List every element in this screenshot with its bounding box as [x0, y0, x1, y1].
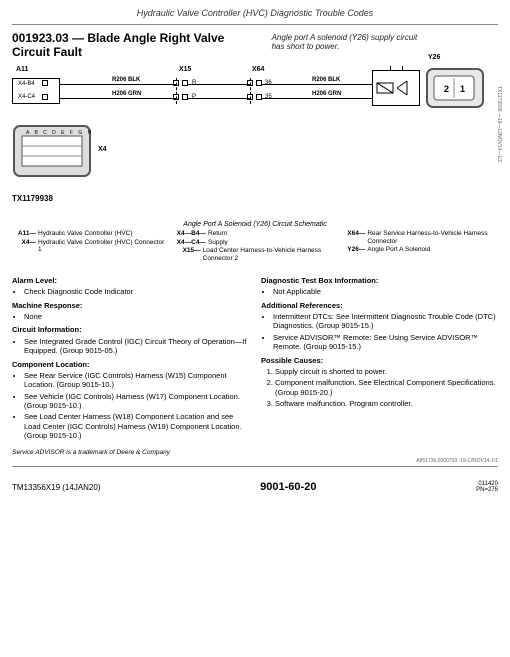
key-col-mid: X4—B4—Return X4—C4—Supply X15—Load Cente…	[177, 230, 334, 264]
list-item: Software malfunction. Program controller…	[275, 399, 498, 408]
svg-text:2: 2	[444, 84, 449, 94]
terminal	[42, 80, 48, 86]
wire	[60, 98, 176, 99]
pin-x4c4: X4-C4	[18, 94, 35, 100]
divider	[12, 466, 498, 467]
alarm-heading: Alarm Level:	[12, 276, 249, 285]
y26-connector-icon: 2 1	[426, 68, 484, 110]
pin-x64-35: 35	[265, 94, 272, 100]
footer: TM13356X19 (14JAN20) 9001-60-20 011420 P…	[12, 477, 498, 494]
label-x64: X64	[252, 66, 264, 73]
tx-number: TX1179938	[12, 194, 53, 203]
wire-label: R206 BLK	[312, 77, 340, 83]
terminal	[256, 94, 262, 100]
key-col-right: X64—Rear Service Harness-to-Vehicle Harn…	[341, 230, 498, 264]
terminal	[173, 80, 179, 86]
wire	[188, 98, 250, 99]
title-block: 001923.03 — Blade Angle Right Valve Circ…	[12, 31, 264, 60]
dtc-caption: Angle port A solenoid (Y26) supply circu…	[272, 33, 432, 51]
causes-heading: Possible Causes:	[261, 356, 498, 365]
list-item: See Integrated Grade Control (IGC) Circu…	[24, 337, 249, 356]
terminal	[42, 94, 48, 100]
list-item: Supply circuit is shorted to power.	[275, 367, 498, 376]
schematic-caption: Angle Port A Solenoid (Y26) Circuit Sche…	[12, 221, 498, 228]
vertical-code: TX1179938 —19—12NOV14—1/1	[496, 86, 502, 162]
title-row: 001923.03 — Blade Angle Right Valve Circ…	[12, 31, 498, 60]
svg-text:1: 1	[460, 84, 465, 94]
wire	[262, 98, 372, 99]
caption-block: Angle port A solenoid (Y26) supply circu…	[272, 31, 498, 60]
footer-right: 011420 PN=275	[476, 481, 498, 494]
footer-center: 9001-60-20	[260, 481, 316, 493]
svg-text:A B C D E F G H: A B C D E F G H	[26, 130, 92, 136]
ref-heading: Additional References:	[261, 301, 498, 310]
content-columns: Alarm Level: Check Diagnostic Code Indic…	[12, 272, 498, 443]
terminal	[182, 94, 188, 100]
comp-heading: Component Location:	[12, 360, 249, 369]
trademark-notice: Service ADVISOR is a trademark of Deere …	[12, 449, 498, 456]
list-item: Component malfunction. See Electrical Co…	[275, 378, 498, 397]
wire-label: H206 GRN	[112, 91, 141, 97]
dtc-title: 001923.03 — Blade Angle Right Valve Circ…	[12, 31, 264, 60]
machine-heading: Machine Response:	[12, 301, 249, 310]
list-item: None	[24, 312, 249, 321]
label-x4: X4	[98, 146, 107, 153]
label-y26: Y26	[428, 54, 440, 61]
circuit-heading: Circuit Information:	[12, 325, 249, 334]
solenoid-icon	[373, 71, 419, 105]
list-item: Not Applicable	[273, 287, 498, 296]
pin-x15p: P	[192, 94, 196, 100]
list-item: Intermittent DTCs: See Intermittent Diag…	[273, 312, 498, 331]
wire	[262, 84, 372, 85]
key-col-left: A11—Hydraulic Valve Controller (HVC) X4—…	[12, 230, 169, 264]
wire-label: R206 BLK	[112, 77, 140, 83]
page-header: Hydraulic Valve Controller (HVC) Diagnos…	[12, 8, 498, 22]
wire-label: H206 GRN	[312, 91, 341, 97]
x4-connector-icon: A B C D E F G H	[12, 124, 92, 180]
list-item: See Load Center Harness (W18) Component …	[24, 412, 249, 440]
pin-x64-36: 36	[265, 80, 272, 86]
key-table: A11—Hydraulic Valve Controller (HVC) X4—…	[12, 230, 498, 264]
page: Hydraulic Valve Controller (HVC) Diagnos…	[0, 0, 510, 498]
box-y26-symbol	[372, 70, 420, 106]
footer-left: TM13356X19 (14JAN20)	[12, 483, 101, 492]
list-item: Check Diagnostic Code Indicator	[24, 287, 249, 296]
terminal	[247, 94, 253, 100]
label-a11: A11	[16, 66, 28, 73]
terminal	[182, 80, 188, 86]
list-item: See Vehicle (IGC Controls) Harness (W17)…	[24, 392, 249, 411]
pin-x4b4: X4-B4	[18, 81, 35, 87]
col-right: Diagnostic Test Box Information: Not App…	[261, 272, 498, 443]
schematic-diagram: A11 X4-B4 X4-C4 R206 BLK H206 GRN X15 R …	[12, 66, 498, 221]
pin-x15r: R	[192, 80, 196, 86]
terminal	[247, 80, 253, 86]
wire	[60, 84, 176, 85]
divider	[12, 24, 498, 25]
wire	[188, 84, 250, 85]
list-item: Service ADVISOR™ Remote: See Using Servi…	[273, 333, 498, 352]
list-item: See Rear Service (IGC Controls) Harness …	[24, 371, 249, 390]
label-x15: X15	[179, 66, 191, 73]
terminal	[173, 94, 179, 100]
col-left: Alarm Level: Check Diagnostic Code Indic…	[12, 272, 249, 443]
terminal	[256, 80, 262, 86]
doc-code: A851736,0000703 -19-12NOV14-1/1	[12, 458, 498, 464]
dtb-heading: Diagnostic Test Box Information:	[261, 276, 498, 285]
